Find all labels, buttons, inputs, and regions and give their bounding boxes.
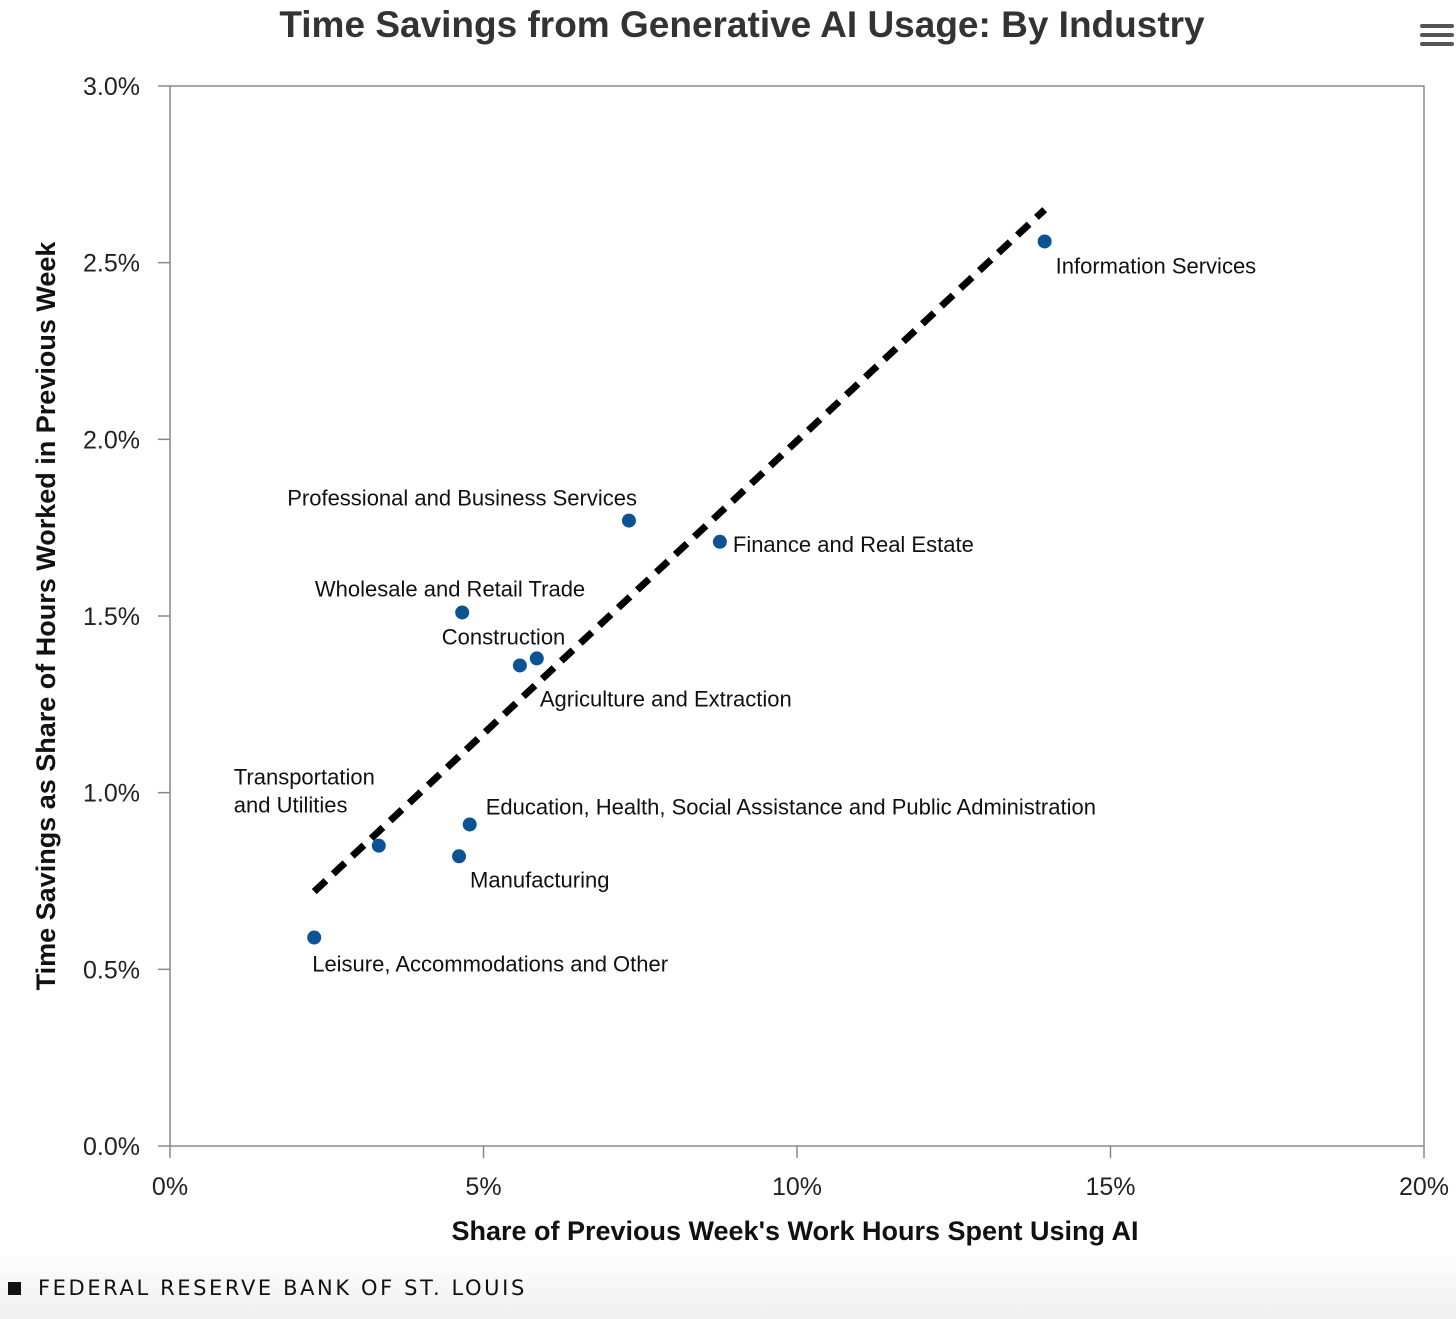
chart-menu-button[interactable] bbox=[1420, 24, 1454, 50]
y-tick-label: 2.0% bbox=[83, 426, 140, 454]
footer-source: FEDERAL RESERVE BANK OF ST. LOUIS bbox=[38, 1276, 527, 1300]
chart-title: Time Savings from Generative AI Usage: B… bbox=[279, 4, 1205, 45]
data-label: Professional and Business Services bbox=[287, 486, 637, 511]
fed-logo-square-icon bbox=[8, 1282, 21, 1295]
y-tick-label: 3.0% bbox=[83, 73, 140, 101]
data-point bbox=[455, 605, 470, 620]
y-tick-label: 2.5% bbox=[83, 250, 140, 278]
data-label: Manufacturing bbox=[470, 867, 609, 892]
hamburger-menu-icon bbox=[1420, 24, 1454, 28]
data-label: Finance and Real Estate bbox=[733, 532, 974, 557]
data-point bbox=[529, 651, 544, 666]
data-point bbox=[307, 930, 322, 945]
x-axis-label: Share of Previous Week's Work Hours Spen… bbox=[451, 1216, 1138, 1246]
y-tick-label: 1.5% bbox=[83, 603, 140, 631]
footer bbox=[0, 1250, 1456, 1319]
data-label: Education, Health, Social Assistance and… bbox=[486, 794, 1096, 819]
data-label: Leisure, Accommodations and Other bbox=[312, 952, 668, 977]
x-tick-label: 0% bbox=[152, 1173, 188, 1201]
trend-line bbox=[311, 207, 1048, 895]
data-point bbox=[1037, 234, 1052, 249]
y-tick-label: 0.5% bbox=[83, 956, 140, 984]
data-label: Transportation bbox=[234, 765, 375, 790]
data-label: and Utilities bbox=[234, 793, 348, 818]
data-label: Agriculture and Extraction bbox=[540, 686, 792, 711]
data-point bbox=[452, 849, 467, 864]
y-tick-label: 1.0% bbox=[83, 780, 140, 808]
data-point bbox=[512, 658, 527, 673]
data-point bbox=[712, 534, 727, 549]
data-point bbox=[621, 513, 636, 528]
x-tick-label: 10% bbox=[772, 1173, 822, 1201]
data-point bbox=[371, 838, 386, 853]
data-label: Construction bbox=[442, 624, 566, 649]
plot-area bbox=[169, 85, 1425, 1147]
x-tick-label: 15% bbox=[1085, 1173, 1135, 1201]
y-tick-label: 0.0% bbox=[83, 1133, 140, 1161]
x-tick-label: 5% bbox=[465, 1173, 501, 1201]
y-axis-label: Time Savings as Share of Hours Worked in… bbox=[31, 241, 61, 991]
data-point bbox=[462, 817, 477, 832]
data-label: Wholesale and Retail Trade bbox=[315, 576, 585, 601]
data-label: Information Services bbox=[1056, 253, 1257, 278]
x-tick-label: 20% bbox=[1399, 1173, 1449, 1201]
